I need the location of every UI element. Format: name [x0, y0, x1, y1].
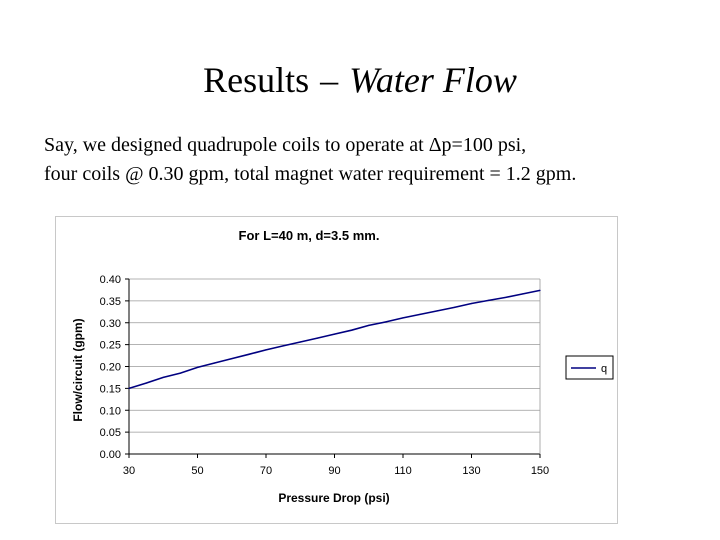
data-point — [316, 337, 318, 339]
body-text: Say, we designed quadrupole coils to ope… — [44, 131, 714, 189]
data-point — [282, 345, 284, 347]
x-tick-label: 50 — [191, 465, 203, 477]
flow-chart: 0.00 0.05 0.10 0.15 0.20 0.25 0.30 0.35 0.40 30 50… — [71, 228, 614, 505]
chart-frame: 0.00 0.05 0.10 0.15 0.20 0.25 0.30 0.35 0.40 30 50… — [55, 216, 618, 524]
data-point — [231, 358, 233, 360]
body-line-2: four coils @ 0.30 gpm, total magnet wate… — [44, 163, 577, 185]
data-point — [299, 341, 301, 343]
data-point — [145, 382, 147, 384]
x-tick-label: 30 — [123, 465, 135, 477]
chart-series — [128, 289, 541, 390]
y-tick-label: 0.30 — [100, 318, 121, 330]
data-point — [196, 366, 199, 368]
chart-title: For L=40 m, d=3.5 mm. — [239, 228, 380, 243]
title-dash: – — [320, 60, 339, 100]
x-tick-label: 70 — [260, 465, 272, 477]
data-point — [179, 372, 181, 374]
chart-gridlines — [129, 278, 540, 433]
data-point — [402, 317, 404, 319]
y-tick-label: 0.20 — [100, 362, 121, 374]
data-point — [385, 321, 387, 323]
y-tick-label: 0.00 — [100, 449, 121, 461]
data-point — [248, 353, 250, 355]
data-point — [214, 362, 216, 364]
data-point — [128, 387, 130, 389]
data-point — [470, 302, 473, 305]
y-tick-label: 0.15 — [100, 383, 121, 395]
x-axis-label: Pressure Drop (psi) — [278, 491, 389, 505]
slide-title: Results – Water Flow — [0, 58, 720, 102]
x-tick-label: 130 — [462, 465, 480, 477]
data-point — [419, 313, 421, 315]
data-point — [162, 376, 164, 378]
legend-label: q — [601, 363, 607, 375]
y-tick-label: 0.35 — [100, 296, 121, 308]
data-point — [333, 333, 336, 335]
body-line-1: Say, we designed quadrupole coils to ope… — [44, 134, 527, 156]
x-tick-label: 110 — [394, 465, 412, 477]
title-results: Results — [203, 60, 310, 100]
x-tick-label: 150 — [531, 465, 549, 477]
data-point — [453, 306, 455, 308]
data-point — [436, 310, 438, 312]
y-axis-label: Flow/circuit (gpm) — [71, 318, 85, 421]
data-point — [539, 289, 541, 291]
data-point — [265, 349, 267, 351]
y-tick-label: 0.05 — [100, 427, 121, 439]
chart-legend: q — [565, 355, 614, 380]
data-point — [351, 329, 353, 331]
y-tick-label: 0.40 — [100, 274, 121, 286]
data-point — [368, 324, 370, 326]
series-line-q — [128, 289, 541, 390]
data-point — [505, 296, 507, 298]
y-tick-label: 0.10 — [100, 405, 121, 417]
title-water-flow: Water Flow — [349, 60, 517, 100]
chart-axes — [125, 278, 541, 458]
data-point — [488, 299, 490, 301]
y-tick-label: 0.25 — [100, 340, 121, 352]
data-point — [522, 293, 524, 295]
chart-tick-labels: 0.00 0.05 0.10 0.15 0.20 0.25 0.30 0.35 0.40 30 50… — [100, 274, 550, 477]
x-tick-label: 90 — [328, 465, 340, 477]
